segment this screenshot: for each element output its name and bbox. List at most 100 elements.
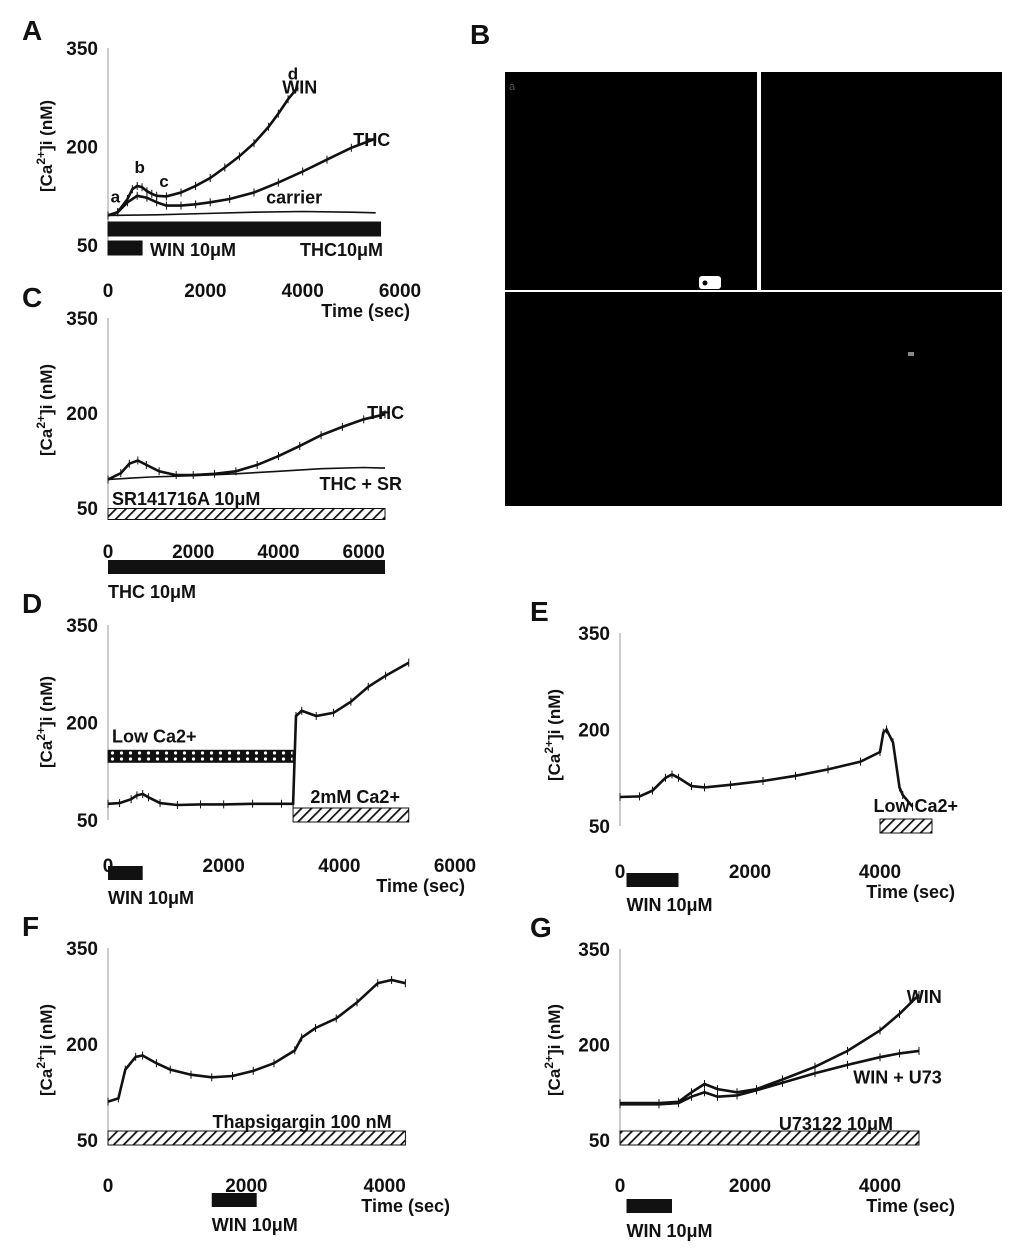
y-tick-label: 350 [66,39,98,60]
x-tick-label: 0 [103,281,114,302]
y-tick-label: 200 [66,138,98,159]
series-line-1 [620,1049,920,1106]
treatment-bar-label: SR141716A 10μM [112,489,260,509]
panel-letter: F [22,911,39,942]
curve-label: carrier [266,188,322,208]
below-treatment-bar-label: WIN 10μM [627,1221,713,1241]
panel-letter: A [22,15,42,46]
x-axis-label: Time (sec) [376,876,465,896]
treatment-bar [292,807,410,823]
series-line-0 [107,413,386,481]
point-label: d [288,65,298,84]
point-label: c [159,172,168,191]
x-tick-label: 2000 [203,856,245,877]
y-tick-label: 350 [66,939,98,960]
y-tick-label: 350 [578,624,610,645]
x-tick-label: 2000 [184,281,226,302]
fluorescent-cell [699,276,721,289]
below-treatment-bar-label: WIN 10μM [627,895,713,915]
x-tick-label: 4000 [318,856,360,877]
series-line-1 [107,137,377,217]
curve-label: THC [353,130,390,150]
y-tick-label: 50 [589,1131,610,1152]
curve-label: WIN [907,987,942,1007]
treatment-bar [879,818,933,834]
series-line-0 [107,978,406,1103]
y-axis-label: [Ca2+]i (nM) [34,676,56,768]
point-label: b [134,158,144,177]
micrograph-bottom-left [505,292,757,506]
y-axis-label: [Ca2+]i (nM) [34,1004,56,1096]
panel-letter-b: B [470,19,490,50]
y-tick-label: 200 [578,721,610,742]
x-tick-label: 0 [103,542,114,563]
y-axis-label: [Ca2+]i (nM) [34,364,56,456]
below-treatment-bar-label: WIN 10μM [212,1215,298,1235]
y-tick-label: 200 [66,714,98,735]
quadrant-mark: a [509,81,516,93]
y-tick-label: 50 [77,811,98,832]
below-treatment-bar [626,1199,672,1213]
x-axis-label: Time (sec) [866,882,955,902]
treatment-bar-label: THC10μM [300,240,383,260]
curve-label: THC + SR [320,474,403,494]
x-tick-label: 4000 [257,542,299,563]
y-axis-label: [Ca2+]i (nM) [34,100,56,192]
treatment-bar-label: WIN 10μM [150,240,236,260]
below-treatment-bar [626,873,679,887]
treatment-bar [107,221,382,237]
y-tick-label: 50 [77,1131,98,1152]
micrograph-top-left [505,72,757,290]
x-tick-label: 6000 [379,281,421,302]
micrograph-top-right [761,72,1002,290]
panel-letter: G [530,912,552,943]
treatment-bar-label: 2mM Ca2+ [310,787,400,807]
series-line-1 [107,466,386,481]
x-axis-label: Time (sec) [866,1196,955,1216]
x-tick-label: 0 [615,1176,626,1197]
panel-letter: C [22,282,42,313]
x-axis-label: Time (sec) [321,301,410,321]
series-line-2 [107,210,376,217]
curve-label: WIN + U73 [853,1068,942,1088]
curve-label: WIN [282,77,317,97]
point-label: a [111,187,121,206]
x-tick-label: 2000 [729,1176,771,1197]
treatment-bar [107,508,386,520]
below-treatment-bar [108,866,143,880]
panel-b: B a [470,19,1002,506]
series-line-0 [620,993,920,1105]
y-tick-label: 350 [66,309,98,330]
below-treatment-bar-label: WIN 10μM [108,888,194,908]
y-tick-label: 200 [66,1035,98,1056]
x-tick-label: 4000 [282,281,324,302]
x-tick-label: 6000 [434,856,476,877]
micrograph-bottom-right [757,292,1002,506]
x-tick-label: 0 [103,1176,114,1197]
treatment-bar [107,1130,406,1146]
panel-letter: E [530,596,549,627]
treatment-bar-label: Low Ca2+ [112,726,197,746]
series-line-0 [107,86,299,217]
x-tick-label: 4000 [859,862,901,883]
x-tick-label: 6000 [343,542,385,563]
y-tick-label: 200 [578,1036,610,1057]
y-tick-label: 50 [589,817,610,838]
y-axis-label: [Ca2+]i (nM) [542,1004,564,1096]
curve-label: THC [367,403,404,423]
x-tick-label: 2000 [225,1176,267,1197]
x-tick-label: 0 [615,862,626,883]
cell-nucleus [702,280,708,286]
x-tick-label: 2000 [172,542,214,563]
treatment-bar-label: U73122 10μM [779,1114,893,1134]
below-treatment-bar [211,1193,257,1207]
panel-letter: D [22,588,42,619]
y-axis-label: [Ca2+]i (nM) [542,689,564,781]
y-tick-label: 50 [77,236,98,257]
